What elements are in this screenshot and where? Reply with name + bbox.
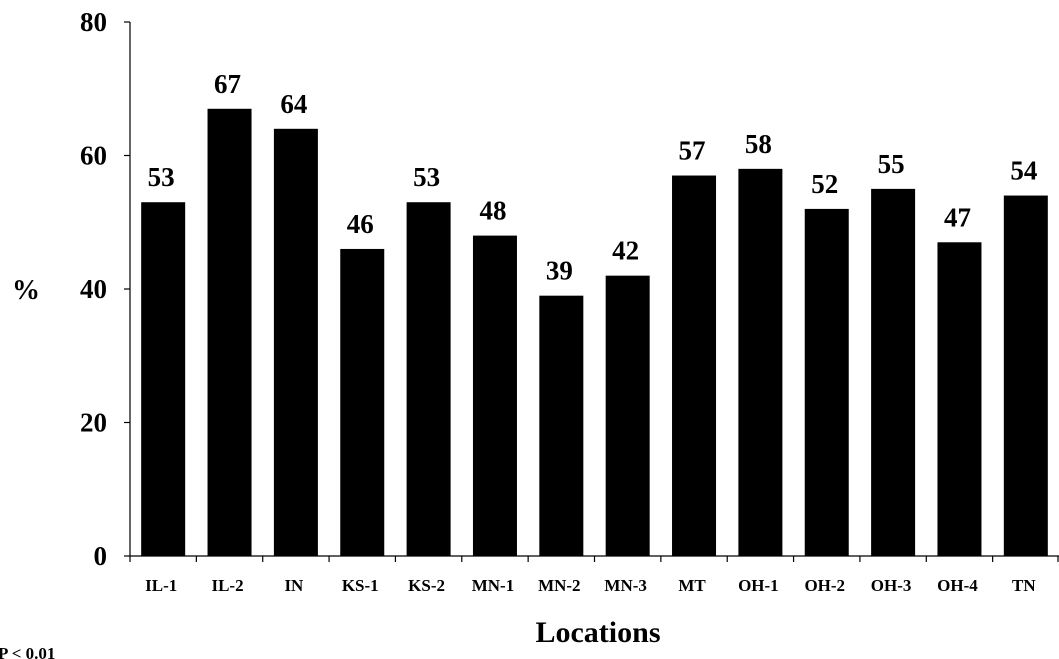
x-tick-label: TN <box>1012 576 1036 595</box>
x-tick-label: MN-2 <box>538 576 580 595</box>
bar-value-label: 53 <box>413 162 440 192</box>
bar-tn <box>1003 195 1048 557</box>
bar-value-label: 55 <box>878 149 905 179</box>
significance-footnote: P < 0.01 <box>0 644 55 659</box>
chart-axes <box>129 22 1059 562</box>
bar-value-label: 48 <box>479 196 506 226</box>
bar-oh-3 <box>871 188 916 556</box>
bar-value-label: 58 <box>745 129 772 159</box>
x-tick-label: OH-2 <box>804 576 845 595</box>
bar-value-label: 54 <box>1010 156 1037 186</box>
x-tick-label: IN <box>284 576 304 595</box>
x-tick-label: MN-3 <box>604 576 646 595</box>
y-axis-ticks: 0 20 40 60 80 <box>80 7 130 571</box>
bar-oh-2 <box>804 208 849 556</box>
bar-mn-2 <box>539 295 584 556</box>
x-tick-label: OH-1 <box>738 576 779 595</box>
y-tick-label: 80 <box>80 7 107 37</box>
x-axis-label: Locations <box>535 616 660 649</box>
bar-oh-4 <box>937 242 982 556</box>
bar-value-label: 47 <box>944 202 971 232</box>
x-tick-label: MT <box>678 576 706 595</box>
x-tick-label: IL-2 <box>211 576 243 595</box>
bar-value-label: 39 <box>546 256 573 286</box>
x-tick-label: IL-1 <box>145 576 177 595</box>
bar-value-label: 53 <box>148 162 175 192</box>
bar-value-label: 42 <box>612 236 639 266</box>
bar-mn-1 <box>472 235 517 556</box>
x-tick-label: OH-4 <box>937 576 978 595</box>
bar-value-label: 46 <box>347 209 374 239</box>
x-tick-label: MN-1 <box>472 576 514 595</box>
bar-oh-1 <box>738 168 783 556</box>
bar-series <box>141 108 1048 557</box>
x-tick-label: KS-1 <box>342 576 379 595</box>
bar-ks-1 <box>340 248 385 556</box>
bar-in <box>273 128 318 557</box>
bar-il-2 <box>207 108 252 557</box>
bar-value-label: 57 <box>679 136 706 166</box>
y-tick-label: 20 <box>80 408 107 438</box>
bar-il-1 <box>141 202 186 556</box>
bar-value-label: 52 <box>811 169 838 199</box>
y-tick-label: 40 <box>80 274 107 304</box>
x-tick-label: KS-2 <box>408 576 445 595</box>
bar-ks-2 <box>406 202 451 556</box>
bar-value-labels: 53 67 64 46 53 48 39 42 57 58 52 55 47 54 <box>148 69 1038 286</box>
bar-mt <box>672 175 717 556</box>
bar-value-label: 64 <box>280 89 307 119</box>
y-tick-label: 60 <box>80 141 107 171</box>
y-axis-label: % <box>12 275 40 306</box>
x-axis-tick-labels: IL-1 IL-2 IN KS-1 KS-2 MN-1 MN-2 MN-3 MT OH-1 OH-2… <box>145 576 1036 595</box>
bar-value-label: 67 <box>214 69 241 99</box>
x-tick-label: OH-3 <box>871 576 912 595</box>
bar-mn-3 <box>605 275 650 556</box>
y-tick-label: 0 <box>94 541 108 571</box>
